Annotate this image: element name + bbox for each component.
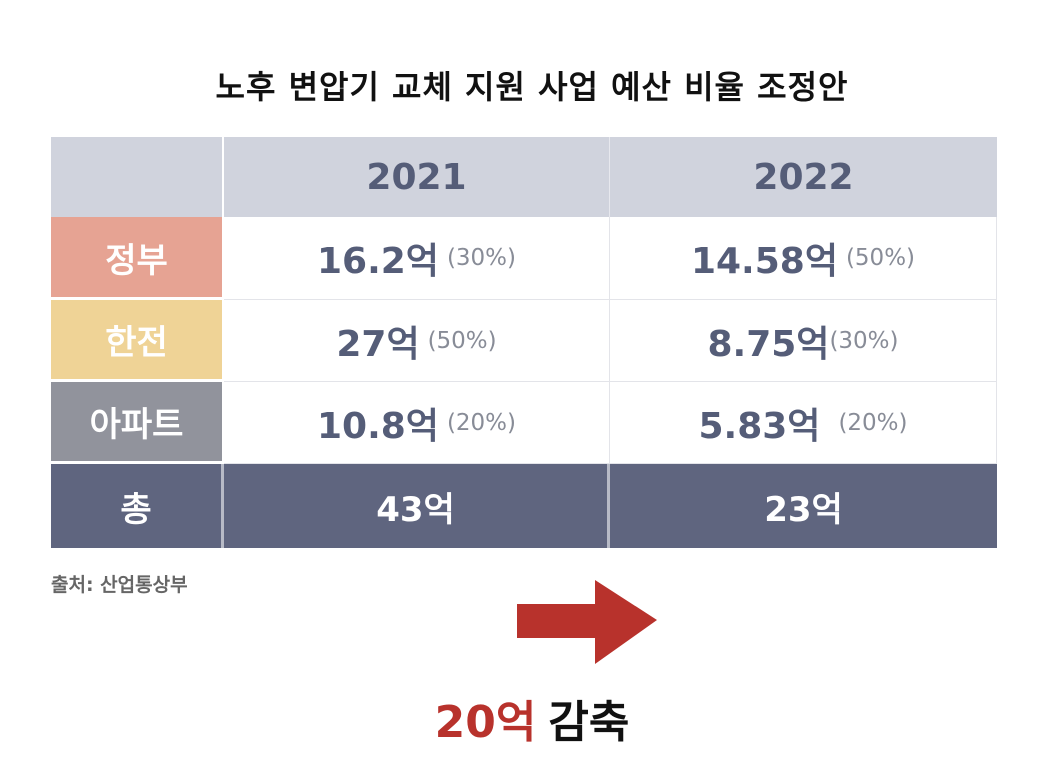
cell-amount: 5.83억 <box>698 405 821 447</box>
table-cell: 14.58억 (50%) <box>610 217 997 300</box>
cell-amount: 10.8억 <box>316 405 439 447</box>
table-cell: 5.83억 (20%) <box>610 382 997 464</box>
header-blank-cell <box>51 137 224 217</box>
cell-amount: 8.75억 <box>707 323 830 365</box>
table-cell: 16.2억 (30%) <box>224 217 610 300</box>
total-label: 총 <box>51 464 224 548</box>
table-cell: 8.75억 (30%) <box>610 300 997 382</box>
cell-percent: (30%) <box>829 327 899 354</box>
cell-percent: (30%) <box>446 245 517 271</box>
cell-amount: 14.58억 <box>690 241 838 282</box>
reduction-amount: 20억 <box>434 697 537 748</box>
cell-amount: 27억 <box>336 323 420 365</box>
table-cell: 10.8억 (20%) <box>224 382 610 464</box>
budget-table: 2021 2022 정부 16.2억 (30%) 14.58억 (50%) 한전… <box>51 137 997 548</box>
reduction-word: 감축 <box>548 697 630 748</box>
right-arrow-icon <box>517 580 657 664</box>
source-note: 출처: 산업통상부 <box>51 574 188 596</box>
cell-percent: (50%) <box>845 245 916 271</box>
row-label-apartment: 아파트 <box>51 382 224 464</box>
cell-amount: 16.2억 <box>316 241 439 282</box>
table-cell: 27억 (50%) <box>224 300 610 382</box>
reduction-summary: 20억 감축 <box>0 686 1064 750</box>
header-year-2021: 2021 <box>224 137 610 217</box>
cell-percent: (20%) <box>446 409 517 436</box>
chart-title: 노후 변압기 교체 지원 사업 예산 비율 조정안 <box>215 68 849 106</box>
cell-percent: (20%) <box>838 409 908 436</box>
total-2022: 23억 <box>610 464 997 548</box>
cell-percent: (50%) <box>427 327 497 354</box>
row-label-government: 정부 <box>51 217 224 300</box>
row-label-kepco: 한전 <box>51 300 224 382</box>
header-year-2022: 2022 <box>610 137 997 217</box>
total-2021: 43억 <box>224 464 610 548</box>
